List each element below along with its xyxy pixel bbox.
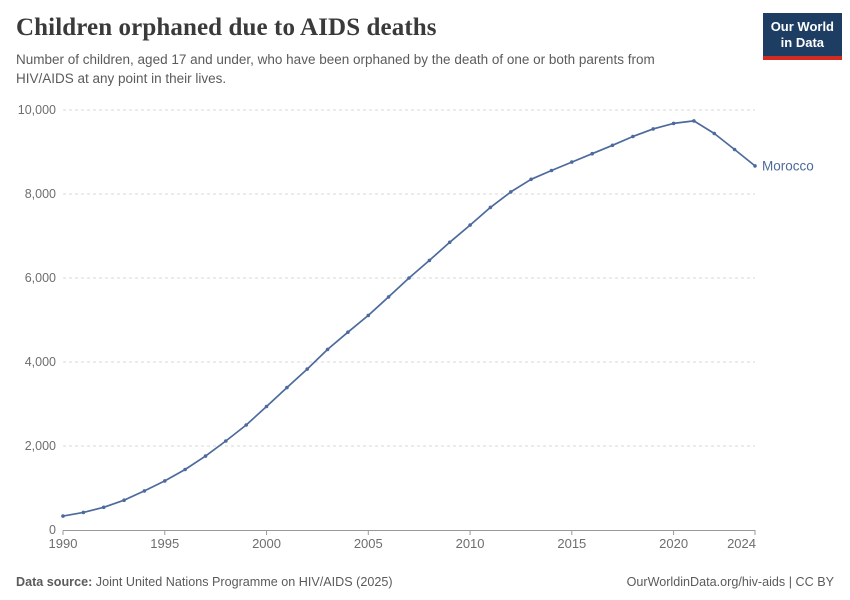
data-point[interactable] (468, 223, 472, 227)
footer-license-link[interactable]: OurWorldinData.org/hiv-aids | CC BY (626, 575, 834, 589)
y-axis-tick-label: 10,000 (18, 103, 56, 117)
x-axis-tick-label: 2000 (252, 536, 281, 551)
data-point[interactable] (447, 240, 452, 245)
x-axis-tick-label: 1995 (150, 536, 179, 551)
series-line[interactable] (62, 120, 756, 517)
data-point[interactable] (81, 510, 86, 515)
data-source-label: Data source: (16, 575, 93, 589)
x-axis-tick-label: 2005 (354, 536, 383, 551)
data-point[interactable] (386, 295, 391, 299)
x-axis-tick-label: 2010 (456, 536, 485, 551)
data-point[interactable] (163, 479, 167, 483)
data-point[interactable] (570, 160, 574, 164)
page-title: Children orphaned due to AIDS deaths (16, 14, 437, 41)
y-axis-tick-label: 2,000 (25, 439, 56, 453)
data-point[interactable] (651, 127, 655, 131)
data-point[interactable] (509, 190, 513, 194)
data-point[interactable] (692, 119, 696, 123)
data-point[interactable] (732, 147, 737, 152)
y-axis-tick-label: 4,000 (25, 355, 56, 369)
data-point[interactable] (549, 168, 554, 173)
data-point[interactable] (753, 164, 757, 168)
data-source: Data source: Joint United Nations Progra… (16, 575, 393, 589)
owid-logo[interactable]: Our World in Data (762, 13, 842, 60)
data-point[interactable] (671, 121, 676, 126)
data-point[interactable] (366, 313, 371, 318)
entity-label[interactable]: Morocco (762, 158, 814, 173)
chart-footer: Data source: Joint United Nations Progra… (16, 575, 834, 589)
data-point[interactable] (407, 276, 411, 280)
data-point[interactable] (610, 143, 615, 148)
data-point[interactable] (224, 439, 228, 443)
data-point[interactable] (122, 498, 126, 503)
data-point[interactable] (590, 151, 594, 156)
x-axis-tick-label: 2024 (727, 536, 756, 551)
data-point[interactable] (631, 134, 635, 139)
x-axis-tick-label: 2015 (557, 536, 586, 551)
data-point[interactable] (325, 347, 330, 352)
data-point[interactable] (101, 505, 106, 510)
data-point[interactable] (244, 423, 248, 427)
y-axis-tick-label: 0 (49, 523, 56, 537)
data-point[interactable] (61, 514, 65, 518)
data-point[interactable] (183, 467, 187, 472)
data-point[interactable] (346, 330, 350, 335)
data-source-text: Joint United Nations Programme on HIV/AI… (92, 575, 393, 589)
owid-logo-line1: Our World (770, 19, 834, 34)
chart-subtitle: Number of children, aged 17 and under, w… (16, 52, 655, 87)
data-point[interactable] (203, 454, 208, 458)
data-point[interactable] (264, 404, 269, 409)
chart-header: Children orphaned due to AIDS deaths Num… (16, 14, 754, 88)
x-axis-tick-label: 2020 (659, 536, 688, 551)
data-point[interactable] (488, 205, 493, 210)
data-point[interactable] (305, 367, 310, 371)
y-axis-tick-label: 6,000 (25, 271, 56, 285)
x-axis-tick-label: 1990 (49, 536, 78, 551)
owid-logo-line2: in Data (780, 35, 825, 51)
data-point[interactable] (142, 489, 147, 493)
data-point[interactable] (285, 385, 289, 390)
y-axis-tick-label: 8,000 (25, 187, 56, 201)
data-point[interactable] (427, 258, 432, 263)
data-point[interactable] (529, 177, 533, 182)
data-point[interactable] (712, 131, 717, 136)
